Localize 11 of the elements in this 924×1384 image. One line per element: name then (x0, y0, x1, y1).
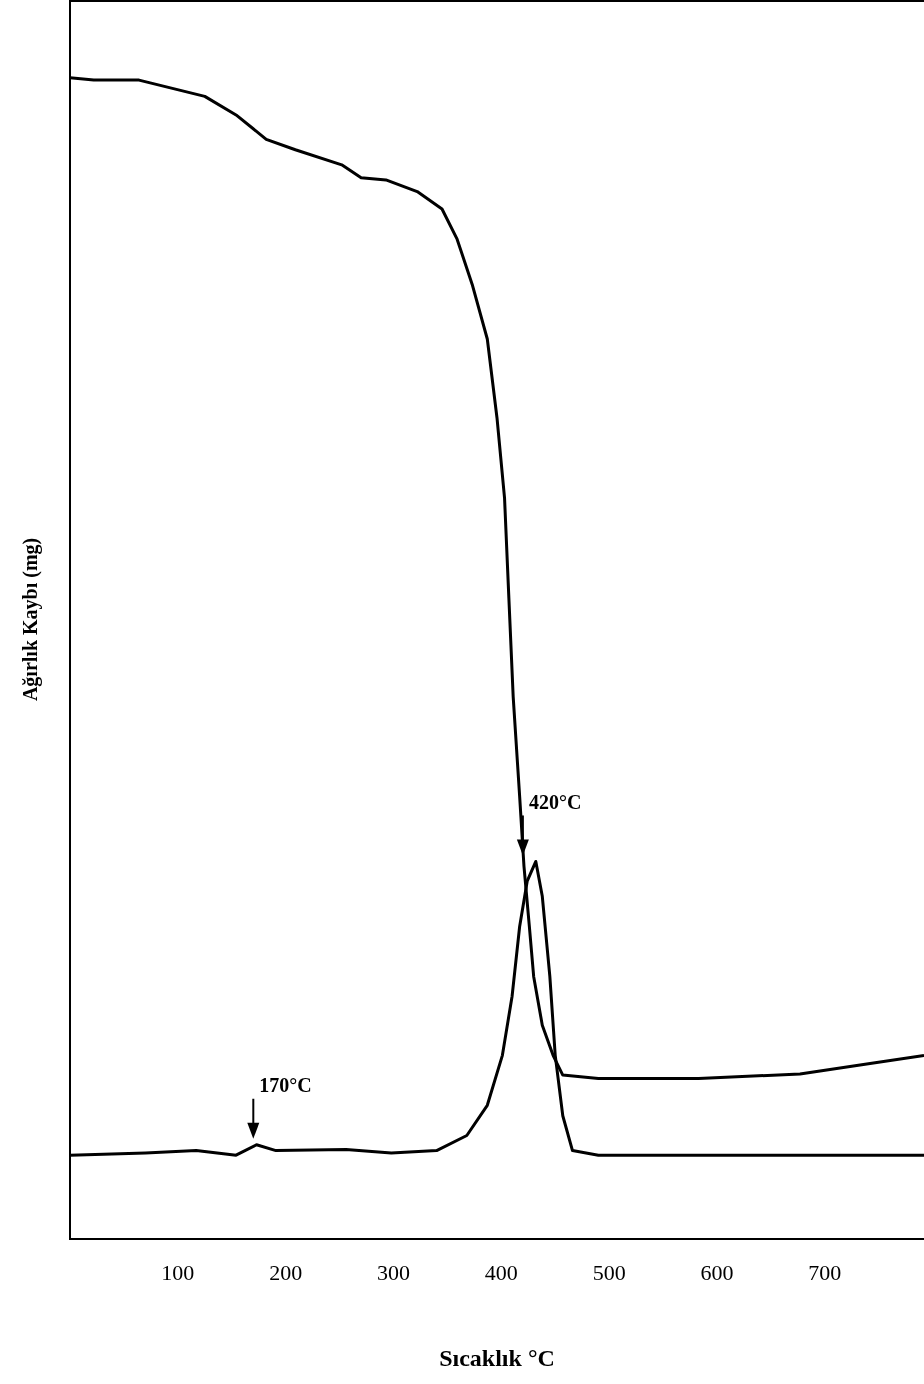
y-axis-title: Ağırlık Kaybı (mg) (19, 537, 43, 702)
x-tick-label: 700 (808, 1259, 842, 1285)
x-tick-label: 400 (484, 1259, 518, 1285)
annotation: 170°C (259, 1073, 312, 1096)
x-tick-label: 200 (269, 1259, 303, 1285)
x-tick-label: 500 (592, 1259, 626, 1285)
x-axis-title: Sıcaklık °C (439, 1344, 555, 1371)
x-tick-label: 100 (161, 1259, 195, 1285)
x-tick-label: 600 (700, 1259, 734, 1285)
annotation: 420°C (528, 790, 582, 813)
x-tick-label: 300 (376, 1259, 410, 1285)
